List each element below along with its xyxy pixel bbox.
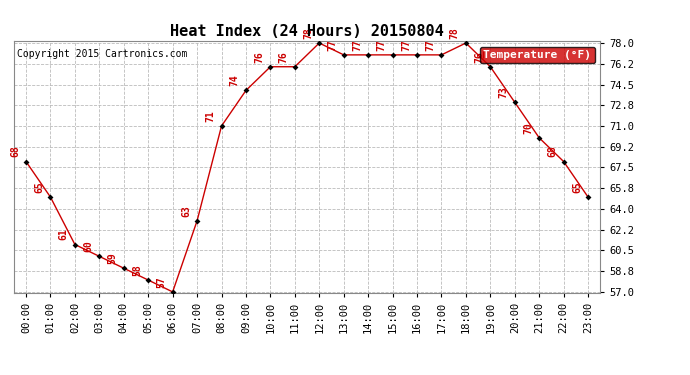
- Text: 76: 76: [255, 51, 264, 63]
- Text: 63: 63: [181, 205, 191, 217]
- Text: 77: 77: [352, 39, 362, 51]
- Text: 65: 65: [34, 181, 44, 193]
- Text: 77: 77: [425, 39, 435, 51]
- Text: 71: 71: [206, 110, 215, 122]
- Text: 78: 78: [450, 27, 460, 39]
- Text: 65: 65: [572, 181, 582, 193]
- Text: 68: 68: [10, 146, 20, 158]
- Text: 73: 73: [499, 86, 509, 98]
- Text: 58: 58: [132, 264, 142, 276]
- Text: 77: 77: [401, 39, 411, 51]
- Title: Heat Index (24 Hours) 20150804: Heat Index (24 Hours) 20150804: [170, 24, 444, 39]
- Text: 74: 74: [230, 75, 240, 86]
- Legend: Temperature (°F): Temperature (°F): [480, 47, 595, 63]
- Text: 78: 78: [303, 27, 313, 39]
- Text: 70: 70: [523, 122, 533, 134]
- Text: Copyright 2015 Cartronics.com: Copyright 2015 Cartronics.com: [17, 49, 187, 59]
- Text: 60: 60: [83, 240, 93, 252]
- Text: 76: 76: [279, 51, 288, 63]
- Text: 77: 77: [377, 39, 386, 51]
- Text: 77: 77: [328, 39, 337, 51]
- Text: 76: 76: [474, 51, 484, 63]
- Text: 68: 68: [548, 146, 558, 158]
- Text: 61: 61: [59, 229, 69, 240]
- Text: 59: 59: [108, 252, 118, 264]
- Text: 57: 57: [157, 276, 166, 288]
